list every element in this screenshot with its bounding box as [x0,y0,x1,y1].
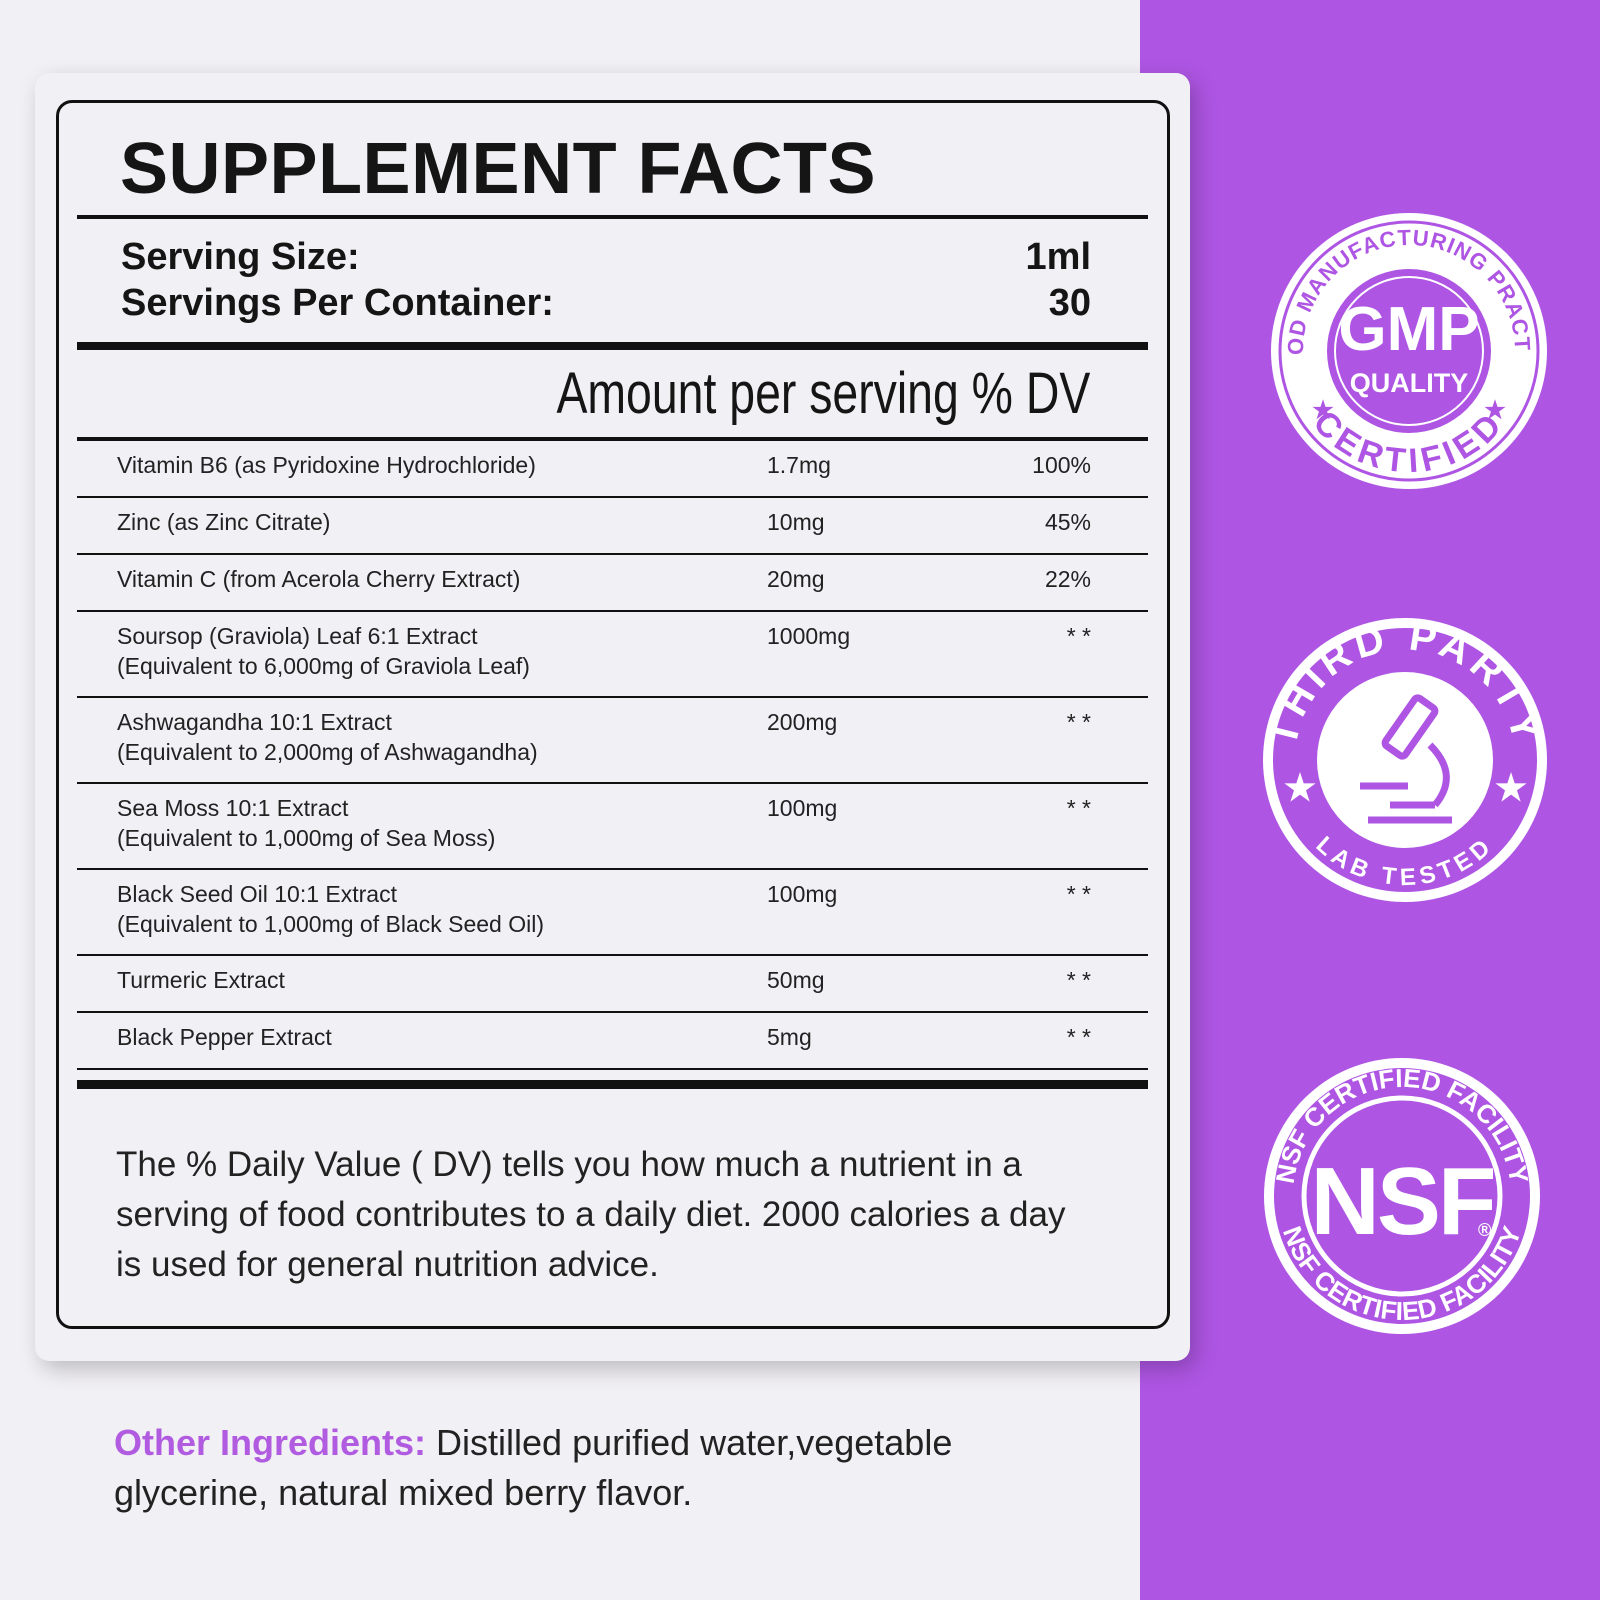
other-ingredients: Other Ingredients: Distilled purified wa… [114,1418,1014,1518]
ingredient-row: Vitamin B6 (as Pyridoxine Hydrochloride)… [77,441,1148,498]
name-line: Soursop (Graviola) Leaf 6:1 Extract [117,623,478,649]
badge-mark: ® [1478,1220,1491,1240]
name-line: Vitamin B6 (as Pyridoxine Hydrochloride) [117,452,536,478]
daily-value: * * [1066,709,1091,735]
daily-value: * * [1066,881,1091,907]
name-line: (Equivalent to 6,000mg of Graviola Leaf) [117,653,530,679]
serving-value: 1ml [1025,236,1091,278]
badge-sub: QUALITY [1350,368,1469,398]
amount: 100mg [767,795,838,821]
svg-text:★: ★ [1312,397,1334,424]
daily-value: * * [1066,1024,1091,1050]
rule [77,215,1148,219]
rule [77,1080,1148,1089]
ingredient-name: Zinc (as Zinc Citrate) [117,507,330,537]
daily-value: 45% [1044,509,1091,535]
daily-value: 100% [1032,452,1091,478]
name-line: Vitamin C (from Acerola Cherry Extract) [117,566,521,592]
ingredient-row: Sea Moss 10:1 Extract (Equivalent to 1,00… [77,784,1148,870]
lab-badge: THIRD PARTY LAB TESTED ★ ★ [1261,615,1547,902]
svg-text:★: ★ [1484,397,1506,424]
ingredient-name: Sea Moss 10:1 Extract (Equivalent to 1,00… [117,793,495,853]
daily-value: * * [1066,623,1091,649]
facts-card [35,73,1190,1361]
ingredient-name: Vitamin B6 (as Pyridoxine Hydrochloride) [117,450,536,480]
other-text: Distilled purified water,vegetable glyce… [114,1422,953,1513]
rule [77,342,1148,350]
ingredient-row: Vitamin C (from Acerola Cherry Extract) 2… [77,555,1148,612]
name-line: Sea Moss 10:1 Extract [117,795,349,821]
name-line: Black Seed Oil 10:1 Extract [117,881,397,907]
name-line: Turmeric Extract [117,967,285,993]
badge-main: NSF [1311,1148,1494,1255]
amount: 1.7mg [767,452,831,478]
ingredient-name: Ashwagandha 10:1 Extract (Equivalent to 2… [117,707,538,767]
daily-value: 22% [1044,566,1091,592]
serving-label: Servings Per Container: [121,282,554,324]
other-label: Other Ingredients: [114,1422,427,1463]
gmp-badge: GOOD MANUFACTURING PRACTICE CERTIFIED GM… [1140,0,1547,489]
name-line: (Equivalent to 1,000mg of Sea Moss) [117,825,496,851]
amount: 1000mg [767,623,851,649]
daily-value: * * [1066,967,1091,993]
amount: 10mg [767,509,825,535]
ingredient-row: Turmeric Extract 50mg * * [77,956,1148,1013]
ingredient-name: Black Pepper Extract [117,1022,332,1052]
serving-row: Servings Per Container: 30 [121,282,1091,325]
svg-text:★: ★ [1495,767,1527,808]
ingredient-row: Zinc (as Zinc Citrate) 10mg 45% [77,498,1148,555]
badges: GOOD MANUFACTURING PRACTICE CERTIFIED GM… [1140,0,1547,1334]
amount: 20mg [767,566,825,592]
ingredient-name: Black Seed Oil 10:1 Extract (Equivalent t… [117,879,544,939]
amount: 200mg [767,709,838,735]
ingredient-name: Vitamin C (from Acerola Cherry Extract) [117,564,520,594]
badge-main: GMP [1338,295,1479,364]
footnote: The % Daily Value ( DV) tells you how mu… [116,1145,1066,1284]
serving-value: 30 [1048,282,1091,324]
amount: 50mg [767,967,825,993]
facts-border [56,100,1170,1329]
name-line: Ashwagandha 10:1 Extract [117,709,392,735]
ingredient-row: Soursop (Graviola) Leaf 6:1 Extract (Equi… [77,612,1148,698]
name-line: Zinc (as Zinc Citrate) [117,509,331,535]
ingredient-row: Ashwagandha 10:1 Extract (Equivalent to 2… [77,698,1148,784]
ingredient-row: Black Pepper Extract 5mg * * [77,1013,1148,1070]
amount: 100mg [767,881,838,907]
daily-value: * * [1066,795,1091,821]
microscope-icon [1360,694,1452,824]
serving-label: Serving Size: [121,236,360,278]
serving-row: Serving Size: 1ml [121,236,1091,279]
nsf-badge: NSF CERTIFIED FACILITY NSF CERTIFIED FAC… [1264,1058,1540,1334]
column-header: Amount per serving % DV [556,361,1090,426]
svg-text:★: ★ [1284,767,1316,808]
ingredient-name: Turmeric Extract [117,965,285,995]
name-line: (Equivalent to 1,000mg of Black Seed Oil… [117,911,545,937]
ingredient-row: Black Seed Oil 10:1 Extract (Equivalent t… [77,870,1148,956]
name-line: Black Pepper Extract [117,1024,332,1050]
amount: 5mg [767,1024,812,1050]
rule [77,437,1148,441]
name-line: (Equivalent to 2,000mg of Ashwagandha) [117,739,538,765]
title: SUPPLEMENT FACTS [120,129,877,209]
ingredient-name: Soursop (Graviola) Leaf 6:1 Extract (Equi… [117,621,530,681]
